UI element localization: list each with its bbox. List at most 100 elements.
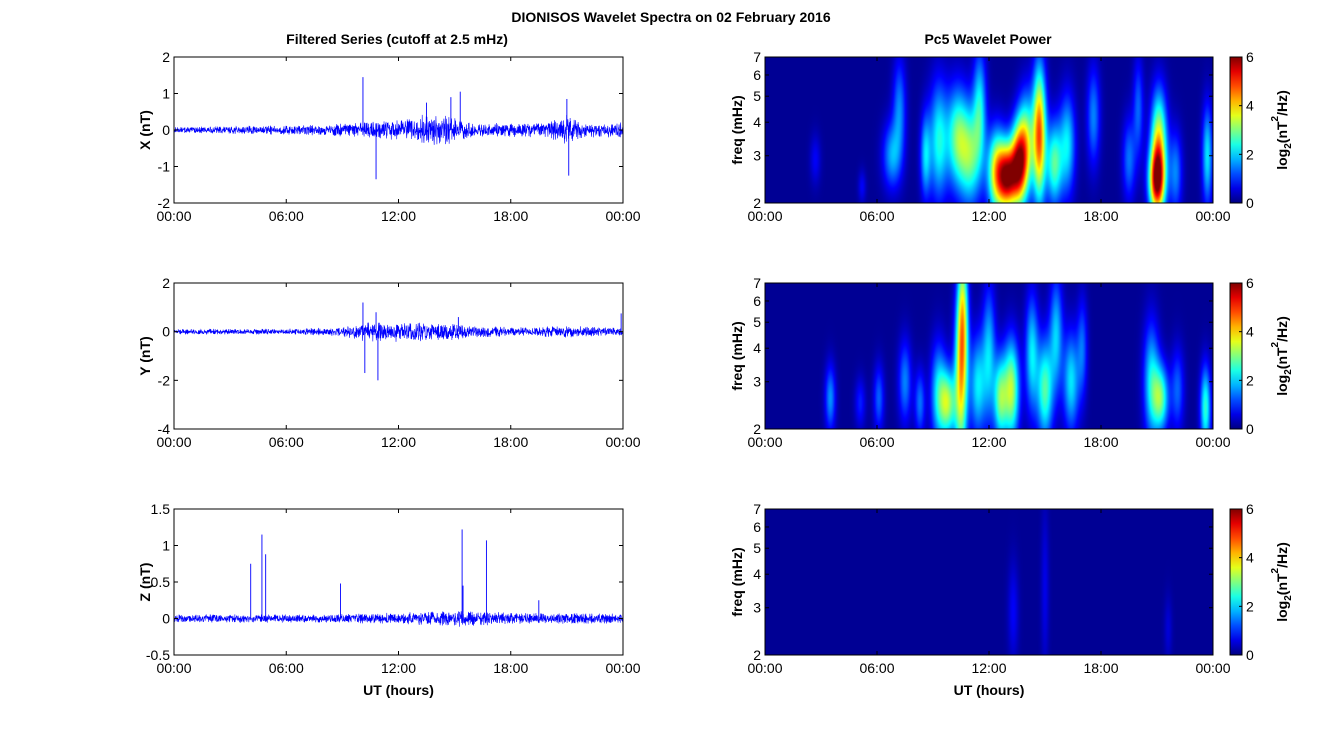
y-axis-label: freq (mHz)	[729, 95, 745, 164]
x-tick-label: 12:00	[381, 208, 416, 224]
z-series-panel: 1.5 1 0.5 0 -0.5 Z (nT) 00:00 06:00 12:00 18:00 00…	[137, 501, 641, 698]
colorbar-label-part: log	[1274, 149, 1290, 170]
x-tick-label: 00:00	[1195, 434, 1230, 450]
y-tick-label: 5	[753, 88, 761, 104]
x-tick-label: 00:00	[747, 660, 782, 676]
colorbar-tick-label: 0	[1246, 195, 1254, 211]
x-tick-label: 18:00	[493, 208, 528, 224]
colorbar-label-part: /Hz)	[1274, 90, 1290, 116]
y-axis-label: Y (nT)	[137, 336, 153, 375]
x-tick-label: 18:00	[1083, 434, 1118, 450]
y-tick-label: 6	[753, 519, 761, 535]
x-tick-label: 18:00	[1083, 208, 1118, 224]
x-tick-label: 18:00	[493, 660, 528, 676]
y-axis-label: Z (nT)	[137, 563, 153, 602]
colorbar-label: log2(nT2/Hz)	[1270, 316, 1294, 396]
colorbar	[1229, 508, 1243, 656]
colorbar-tick-label: 2	[1246, 598, 1254, 614]
x-tick-label: 00:00	[156, 434, 191, 450]
z-wavelet-panel: 7 6 5 4 3 2 freq (mHz) 00:00 06:00 12:00 18:00 00:0…	[729, 501, 1294, 698]
x-tick-label: 06:00	[859, 434, 894, 450]
colorbar-label: log2(nT2/Hz)	[1270, 542, 1294, 622]
colorbar-label-part: log	[1274, 601, 1290, 622]
signal-trace	[173, 114, 624, 145]
y-tick-label: -2	[158, 195, 171, 211]
x-tick-label: 06:00	[269, 660, 304, 676]
y-tick-label: 3	[753, 600, 761, 616]
y-tick-label: 0	[162, 122, 170, 138]
x-tick-label: 12:00	[971, 208, 1006, 224]
plot-area	[174, 283, 623, 429]
y-tick-label: -0.5	[146, 647, 170, 663]
y-tick-label: 2	[162, 49, 170, 65]
colorbar-label: log2(nT2/Hz)	[1270, 90, 1294, 170]
y-tick-label: 0	[162, 611, 170, 627]
x-tick-label: 00:00	[1195, 660, 1230, 676]
colorbar-label-part: /Hz)	[1274, 542, 1290, 568]
y-tick-label: 7	[753, 275, 761, 291]
signal-trace	[173, 322, 624, 342]
y-tick-label: 4	[753, 340, 761, 356]
x-wavelet-panel: 7 6 5 4 3 2 freq (mHz) 00:00 06:00 12:00 18:00 00:0…	[729, 49, 1294, 224]
x-axis-label: UT (hours)	[363, 682, 434, 698]
colorbar-label-part: 2	[1270, 115, 1281, 121]
colorbar-tick-label: 2	[1246, 146, 1254, 162]
y-tick-label: 7	[753, 501, 761, 517]
x-tick-label: 06:00	[269, 208, 304, 224]
x-tick-label: 12:00	[381, 660, 416, 676]
y-tick-label: 5	[753, 314, 761, 330]
x-tick-label: 12:00	[971, 660, 1006, 676]
y-tick-label: 2	[162, 275, 170, 291]
plot-area	[174, 509, 623, 655]
panels-layer: 210-1-2X (nT)00:00 06:00 12:00 18:00 00:0020…	[137, 49, 1294, 698]
colorbar-label-part: (nT	[1274, 121, 1290, 143]
colorbar-tick-label: 6	[1246, 501, 1254, 517]
colorbar-label-part: /Hz)	[1274, 316, 1290, 342]
colorbar-label-part: 2	[1283, 369, 1294, 375]
y-tick-label: 7	[753, 49, 761, 65]
y-tick-label: 4	[753, 114, 761, 130]
y-tick-label: 3	[753, 148, 761, 164]
x-tick-label: 18:00	[493, 434, 528, 450]
colorbar-tick-label: 0	[1246, 421, 1254, 437]
colorbar-tick-label: 6	[1246, 275, 1254, 291]
x-tick-label: 00:00	[605, 434, 640, 450]
x-tick-label: 06:00	[859, 208, 894, 224]
colorbar	[1229, 282, 1243, 430]
colorbar-tick-label: 4	[1246, 324, 1254, 340]
x-tick-label: 06:00	[859, 660, 894, 676]
y-tick-label: 1.5	[151, 501, 171, 517]
y-wavelet-panel: 7 6 5 4 3 2 freq (mHz) 00:00 06:00 12:00 18:00 00:0…	[729, 275, 1294, 450]
colorbar-label-part: 2	[1283, 143, 1294, 149]
y-tick-label: -4	[158, 421, 171, 437]
y-tick-label: 4	[753, 566, 761, 582]
colorbar-label-part: 2	[1283, 595, 1294, 601]
y-tick-label: 2	[753, 195, 761, 211]
x-tick-label: 12:00	[381, 434, 416, 450]
x-tick-label: 18:00	[1083, 660, 1118, 676]
y-tick-label: 3	[753, 374, 761, 390]
figure-title: DIONISOS Wavelet Spectra on 02 February …	[511, 9, 830, 25]
y-tick-label: -2	[158, 372, 171, 388]
y-tick-label: 2	[753, 647, 761, 663]
left-column-title: Filtered Series (cutoff at 2.5 mHz)	[286, 31, 508, 47]
colorbar-tick-label: 4	[1246, 98, 1254, 114]
y-tick-label: 1	[162, 86, 170, 102]
colorbar-tick-label: 4	[1246, 550, 1254, 566]
y-tick-label: 1	[162, 538, 170, 554]
y-axis-label: freq (mHz)	[729, 321, 745, 390]
y-tick-label: 6	[753, 293, 761, 309]
x-tick-label: 00:00	[605, 208, 640, 224]
y-axis-label: X (nT)	[137, 110, 153, 150]
x-tick-label: 00:00	[156, 660, 191, 676]
colorbar-label-part: 2	[1270, 341, 1281, 347]
y-tick-label: 0	[162, 324, 170, 340]
colorbar-label-part: (nT	[1274, 573, 1290, 595]
colorbar-label-part: log	[1274, 375, 1290, 396]
x-tick-label: 00:00	[156, 208, 191, 224]
x-series-panel: 2 1 0 -1 -2 X (nT) 00:00 06:00 12:00 18:00 00:00	[137, 49, 641, 224]
wavelet-power-image	[765, 283, 1213, 429]
x-tick-label: 00:00	[605, 660, 640, 676]
colorbar	[1229, 56, 1243, 204]
